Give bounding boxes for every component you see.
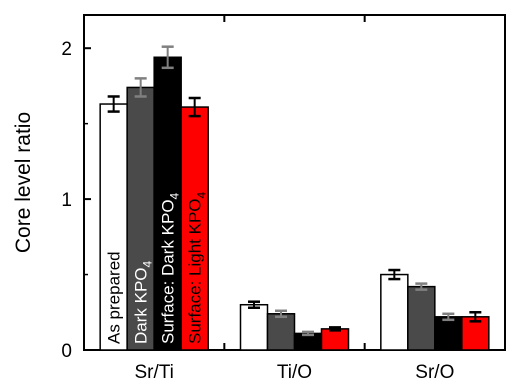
bar [239,303,269,351]
bar-series-label-text: As prepared [105,251,124,344]
bar-series-label-text: Dark KPO [132,267,151,344]
y-tick-label: 1 [61,190,72,211]
bar [266,313,296,351]
bar-series-labels: As prepared Dark KPO4 Surface: Dark KPO4Su… [105,191,209,344]
bar [320,328,350,351]
bar-series-label-subscript: 4 [195,191,209,198]
x-tick-label: Sr/O [415,362,454,383]
bar-series-label-text: Surface: Dark KPO [159,199,178,344]
bar-series-label-subscript: 4 [168,192,182,199]
x-tick-label: Sr/Ti [134,362,173,383]
y-tick-label: 0 [61,341,72,362]
bar [407,285,436,351]
tick-labels: 0 1 2 Sr/Ti Ti/O Sr/O [61,39,454,383]
bar [126,86,155,351]
bar-series-label-text: Surface: Light KPO [186,198,205,344]
x-tick-label: Ti/O [277,362,312,383]
bar [434,316,463,351]
bar-series-label: Dark KPO4 [132,260,155,344]
bar-series-label: Surface: Light KPO4 [186,191,209,344]
bar-series-label-subscript: 4 [141,260,155,267]
error-bars [107,45,482,337]
bar [180,106,209,351]
y-axis-title: Core level ratio [12,112,35,253]
bar-series-label: As prepared [105,251,124,344]
bar-series-label: Surface: Dark KPO4 [159,192,182,344]
bar [153,56,182,351]
y-tick-label: 2 [61,39,72,60]
bar [380,273,409,351]
